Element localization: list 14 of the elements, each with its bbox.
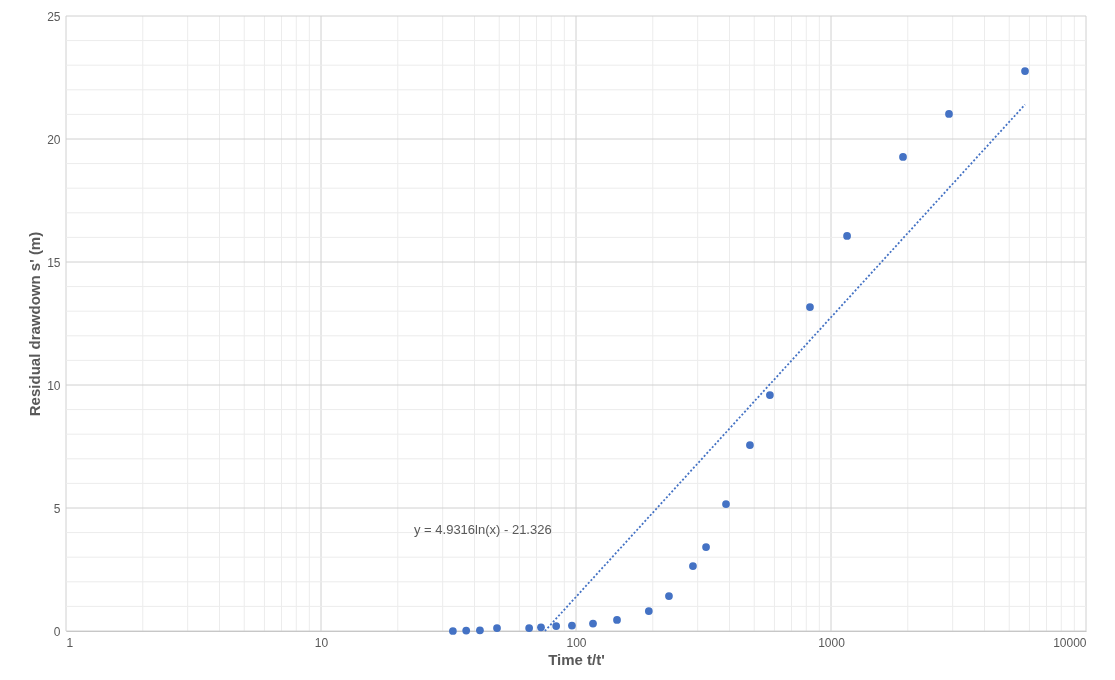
annotation: y = 4.9316ln(x) - 21.326 <box>414 522 552 537</box>
y-tick-label: 15 <box>47 255 61 270</box>
y-tick-label: 25 <box>47 9 61 24</box>
y-tick-label: 20 <box>47 132 61 147</box>
y-axis-title: Residual drawdown s' (m) <box>26 231 44 417</box>
x-tick-label: 10 <box>314 635 329 650</box>
x-tick-label: 1 <box>66 635 74 650</box>
y-tick-label: 0 <box>53 624 61 639</box>
x-tick-label: 1000 <box>818 635 846 650</box>
x-tick-label: 100 <box>566 635 587 650</box>
x-axis-title: Time t/t' <box>548 650 605 668</box>
y-tick-label: 10 <box>47 378 61 393</box>
y-tick-label: 5 <box>53 501 61 516</box>
x-tick-label: 10000 <box>1053 635 1087 650</box>
